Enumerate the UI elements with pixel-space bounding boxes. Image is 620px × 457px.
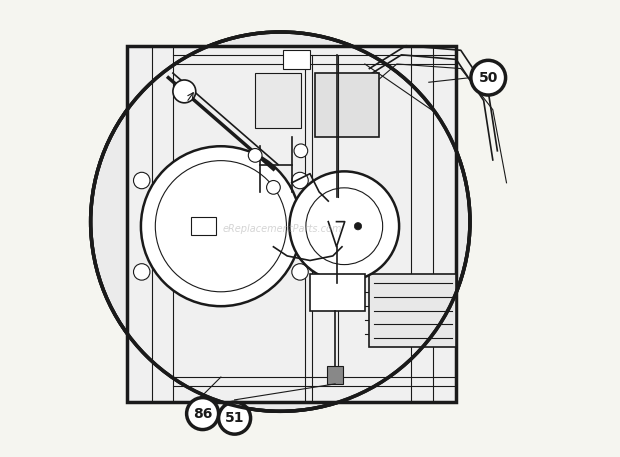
- FancyBboxPatch shape: [310, 274, 365, 311]
- FancyBboxPatch shape: [127, 46, 456, 402]
- FancyBboxPatch shape: [370, 274, 456, 347]
- Circle shape: [133, 264, 150, 280]
- Circle shape: [187, 398, 219, 430]
- FancyBboxPatch shape: [283, 50, 310, 69]
- Circle shape: [290, 171, 399, 281]
- Text: 50: 50: [479, 71, 498, 85]
- Text: eReplacementParts.com: eReplacementParts.com: [223, 223, 342, 234]
- Polygon shape: [328, 222, 345, 247]
- Circle shape: [292, 264, 308, 280]
- FancyBboxPatch shape: [327, 366, 343, 384]
- FancyBboxPatch shape: [191, 217, 216, 235]
- Circle shape: [354, 223, 361, 230]
- Circle shape: [471, 60, 505, 95]
- Circle shape: [292, 172, 308, 189]
- Circle shape: [267, 181, 280, 194]
- Circle shape: [133, 172, 150, 189]
- Circle shape: [141, 146, 301, 306]
- Circle shape: [219, 402, 250, 434]
- Circle shape: [173, 80, 196, 103]
- FancyBboxPatch shape: [314, 73, 379, 137]
- Circle shape: [294, 144, 308, 158]
- Circle shape: [248, 149, 262, 162]
- FancyBboxPatch shape: [255, 73, 301, 128]
- Circle shape: [91, 32, 470, 411]
- Text: 86: 86: [193, 407, 212, 420]
- Text: 51: 51: [225, 411, 244, 425]
